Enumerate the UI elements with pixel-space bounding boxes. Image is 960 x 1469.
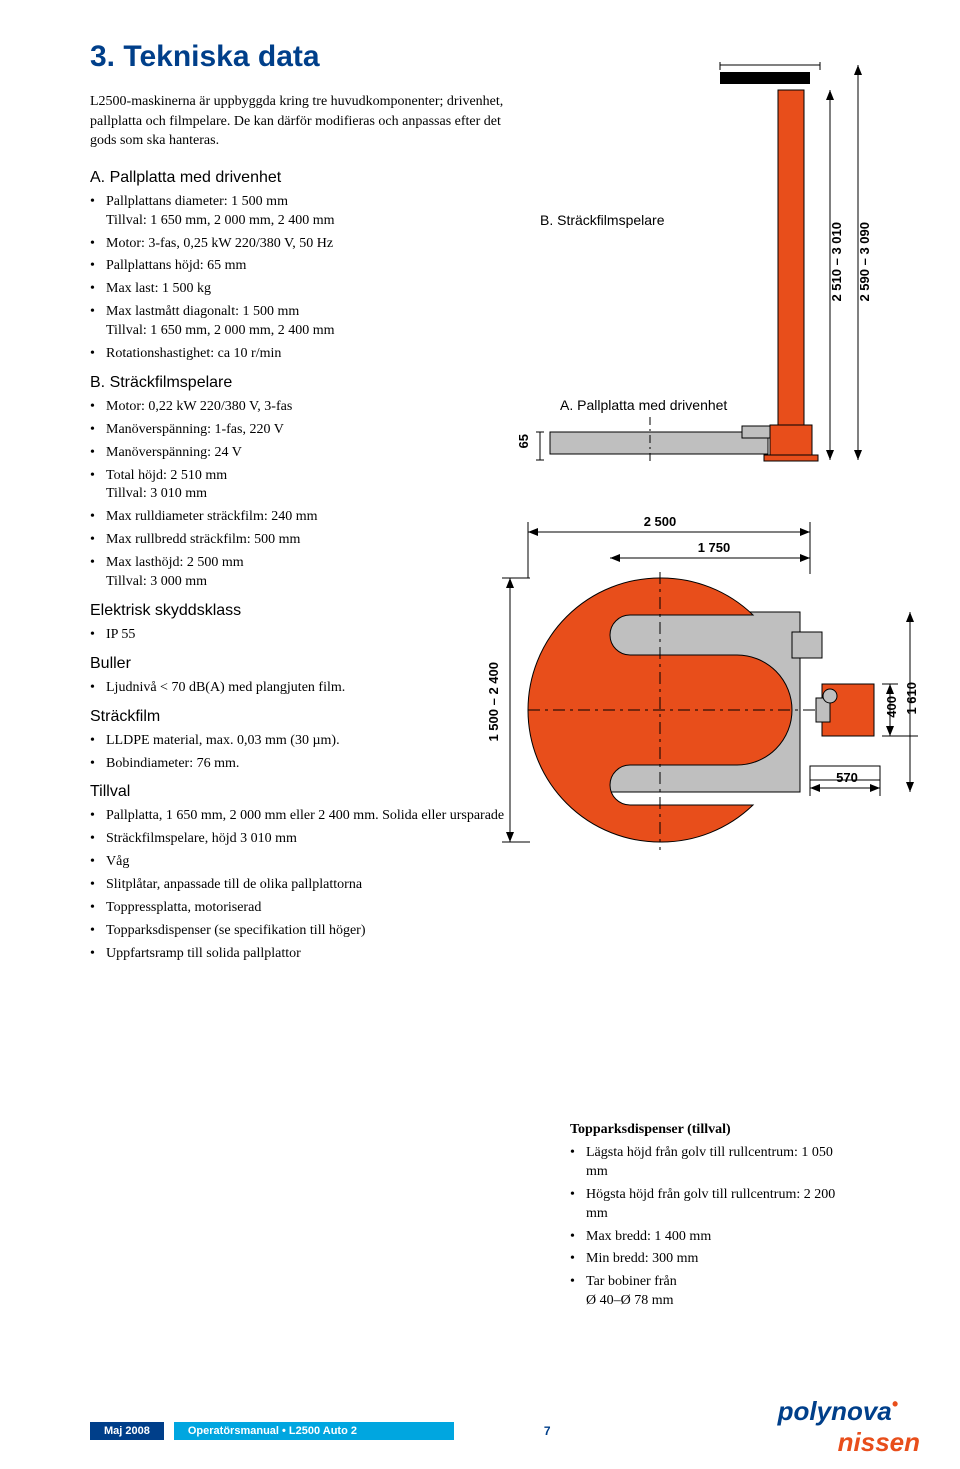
fig1-label-b: B. Sträckfilmspelare xyxy=(540,212,664,228)
footer-page-number: 7 xyxy=(544,1424,551,1438)
list-item: Max lastmått diagonalt: 1 500 mmTillval:… xyxy=(90,303,520,341)
list-item: Motor: 0,22 kW 220/380 V, 3-fas xyxy=(90,398,520,417)
list-item: Max rulldiameter sträckfilm: 240 mm xyxy=(90,508,520,527)
strackfilm-title: Sträckfilm xyxy=(90,708,520,726)
section-a-title: A. Pallplatta med drivenhet xyxy=(90,169,520,187)
logo-nissen: nissen xyxy=(838,1427,920,1457)
page-footer: Maj 2008 Operatörsmanual • L2500 Auto 2 … xyxy=(0,1420,960,1454)
list-item: Total höjd: 2 510 mmTillval: 3 010 mm xyxy=(90,467,520,505)
fig1-label-a: A. Pallplatta med drivenhet xyxy=(560,397,727,413)
list-item: Tar bobiner frånØ 40–Ø 78 mm xyxy=(570,1273,840,1311)
footer-date: Maj 2008 xyxy=(90,1422,164,1440)
fig2-dim-1500: 1 500 – 2 400 xyxy=(486,662,501,742)
list-item: Motor: 3-fas, 0,25 kW 220/380 V, 50 Hz xyxy=(90,235,520,254)
list-item: Max bredd: 1 400 mm xyxy=(570,1228,840,1247)
list-item: Max lasthöjd: 2 500 mmTillval: 3 000 mm xyxy=(90,554,520,592)
section-b-list: Motor: 0,22 kW 220/380 V, 3-fas Manöversp… xyxy=(90,398,520,592)
logo-dot-icon: • xyxy=(892,1394,898,1414)
list-item: Sträckfilmspelare, höjd 3 010 mm xyxy=(90,830,520,849)
topp-list: Lägsta höjd från golv till rullcentrum: … xyxy=(570,1144,840,1311)
fig1-dim-2510: 2 510 – 3 010 xyxy=(829,222,844,302)
fig2-dim-1610: 1 610 xyxy=(904,682,919,715)
list-item: Pallplatta, 1 650 mm, 2 000 mm eller 2 4… xyxy=(90,807,520,826)
fig2-dim-400: 400 xyxy=(884,696,899,718)
buller-title: Buller xyxy=(90,655,520,673)
list-item: Manöverspänning: 1-fas, 220 V xyxy=(90,421,520,440)
list-item: Pallplattans diameter: 1 500 mmTillval: … xyxy=(90,193,520,231)
strackfilm-list: LLDPE material, max. 0,03 mm (30 µm). Bob… xyxy=(90,732,520,774)
list-item: Max rullbredd sträckfilm: 500 mm xyxy=(90,531,520,550)
list-item: Toppressplatta, motoriserad xyxy=(90,899,520,918)
list-item: Slitplåtar, anpassade till de olika pall… xyxy=(90,876,520,895)
tillval-list: Pallplatta, 1 650 mm, 2 000 mm eller 2 4… xyxy=(90,807,520,963)
fig2-dim-570: 570 xyxy=(822,770,872,785)
figure-side-elevation: B. Sträckfilmspelare A. Pallplatta med d… xyxy=(520,62,890,462)
fig1-dim-65: 65 xyxy=(516,434,531,448)
list-item: Manöverspänning: 24 V xyxy=(90,444,520,463)
logo-polynova: polynova xyxy=(778,1396,892,1426)
intro-text: L2500-maskinerna är uppbyggda kring tre … xyxy=(90,92,520,151)
list-item: Bobindiameter: 76 mm. xyxy=(90,755,520,774)
figure-top-view: 2 500 1 750 1 500 – 2 400 570 400 1 610 xyxy=(490,512,920,882)
tillval-title: Tillval xyxy=(90,783,520,801)
list-item: Max last: 1 500 kg xyxy=(90,280,520,299)
list-item: Rotationshastighet: ca 10 r/min xyxy=(90,345,520,364)
list-item: LLDPE material, max. 0,03 mm (30 µm). xyxy=(90,732,520,751)
fig1-dim-2590: 2 590 – 3 090 xyxy=(857,222,872,302)
list-item: Topparksdispenser (se specifikation till… xyxy=(90,922,520,941)
list-item: IP 55 xyxy=(90,626,520,645)
list-item: Pallplattans höjd: 65 mm xyxy=(90,257,520,276)
buller-list: Ljudnivå < 70 dB(A) med plangjuten film. xyxy=(90,679,520,698)
fig2-dim-1750: 1 750 xyxy=(674,540,754,555)
section-b-title: B. Sträckfilmspelare xyxy=(90,374,520,392)
list-item: Lägsta höjd från golv till rullcentrum: … xyxy=(570,1144,840,1182)
list-item: Våg xyxy=(90,853,520,872)
list-item: Högsta höjd från golv till rullcentrum: … xyxy=(570,1186,840,1224)
list-item: Min bredd: 300 mm xyxy=(570,1250,840,1269)
section-a-list: Pallplattans diameter: 1 500 mmTillval: … xyxy=(90,193,520,364)
elektrisk-list: IP 55 xyxy=(90,626,520,645)
list-item: Uppfartsramp till solida pallplattor xyxy=(90,945,520,964)
footer-logo: polynova• nissen xyxy=(778,1396,920,1458)
footer-title: Operatörsmanual • L2500 Auto 2 xyxy=(174,1422,454,1440)
list-item: Ljudnivå < 70 dB(A) med plangjuten film. xyxy=(90,679,520,698)
topp-title: Topparksdispenser (tillval) xyxy=(570,1122,840,1138)
elektrisk-title: Elektrisk skyddsklass xyxy=(90,602,520,620)
fig2-dim-2500: 2 500 xyxy=(620,514,700,529)
